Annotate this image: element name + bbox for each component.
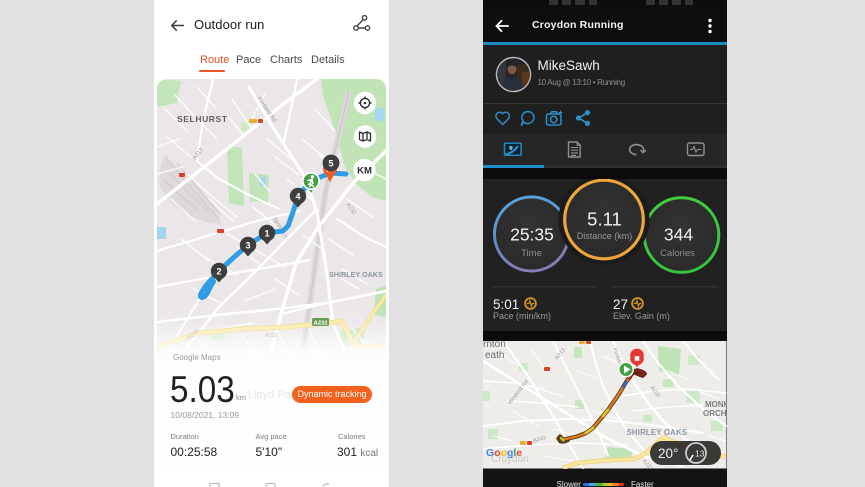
svg-text:3: 3 [245,241,250,251]
svg-text:13: 13 [695,449,705,459]
svg-text:SHIRLEY OAKS: SHIRLEY OAKS [329,270,383,279]
svg-text:A232: A232 [641,458,654,468]
svg-text:SHIRLEY OAKS: SHIRLEY OAKS [627,428,688,437]
svg-text:MONK: MONK [705,400,727,409]
svg-text:g: g [507,447,513,459]
svg-text:ORCHAR: ORCHAR [703,409,727,418]
svg-text:KM: KM [357,166,372,177]
svg-text:4: 4 [295,192,300,202]
svg-text:rnton: rnton [483,341,506,350]
svg-text:o: o [494,447,500,459]
svg-text:Croydon: Croydon [491,454,529,465]
svg-text:1: 1 [264,229,269,239]
svg-text:25:35: 25:35 [510,224,554,244]
svg-text:B243: B243 [533,435,547,444]
svg-text:eath: eath [485,350,504,361]
svg-text:Distance (km): Distance (km) [577,231,633,241]
svg-text:SELHURST: SELHURST [177,114,228,124]
svg-text:5: 5 [328,159,333,169]
svg-text:G: G [486,447,494,459]
svg-text:e: e [516,447,522,459]
svg-text:l: l [513,447,516,459]
svg-text:Calories: Calories [660,248,695,259]
svg-text:5.11: 5.11 [587,208,622,229]
svg-text:o: o [501,447,507,459]
svg-text:2: 2 [216,267,221,277]
svg-text:20°: 20° [658,446,678,461]
svg-text:344: 344 [664,224,693,244]
svg-text:Time: Time [521,247,542,258]
